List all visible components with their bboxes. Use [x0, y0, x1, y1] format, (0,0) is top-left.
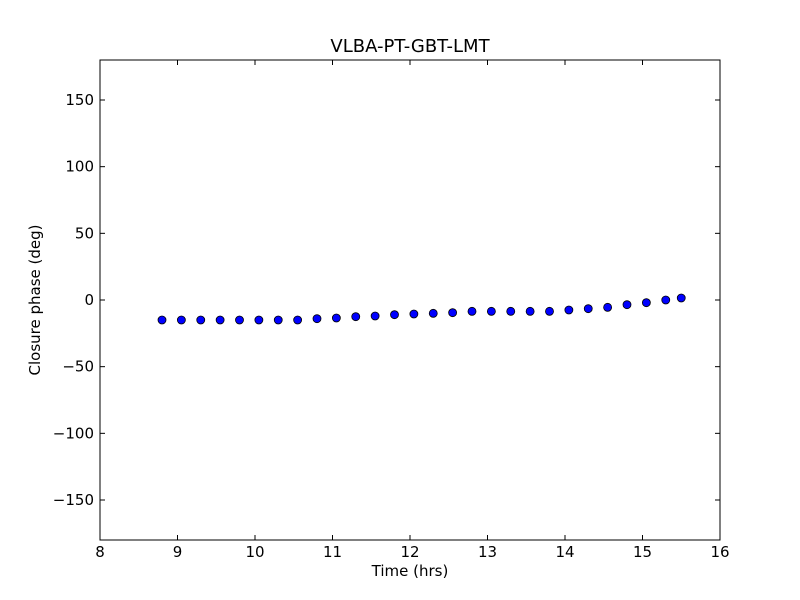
data-point — [293, 315, 303, 325]
y-tick-label: −100 — [53, 424, 94, 442]
data-point — [506, 306, 516, 316]
x-tick-label: 12 — [400, 543, 419, 561]
x-tick-label: 13 — [478, 543, 497, 561]
y-tick-label: 0 — [84, 291, 94, 309]
data-point — [196, 315, 206, 325]
data-point — [583, 304, 593, 314]
data-point — [545, 306, 554, 316]
data-point — [676, 293, 686, 303]
data-point — [235, 315, 244, 325]
data-point — [525, 306, 535, 316]
data-point — [448, 308, 458, 318]
data-point — [390, 310, 399, 320]
data-point — [370, 311, 380, 321]
x-axis-title: Time (hrs) — [371, 562, 449, 580]
data-point — [273, 315, 283, 325]
y-tick-label: −150 — [53, 491, 94, 509]
x-tick-label: 11 — [323, 543, 342, 561]
data-point — [603, 302, 613, 312]
y-tick-label: −50 — [62, 358, 94, 376]
data-point — [157, 315, 167, 325]
y-tick-label: 150 — [65, 91, 94, 109]
data-point — [622, 300, 632, 310]
x-tick-label: 10 — [245, 543, 264, 561]
plot-area: 8 9 10 11 12 13 14 15 16 150 100 50 0 −50 −100 −150 — [53, 59, 730, 561]
data-point — [661, 295, 671, 305]
data-point — [641, 298, 651, 308]
data-point — [486, 306, 496, 316]
chart-title: VLBA-PT-GBT-LMT — [330, 36, 490, 57]
plot-frame — [99, 59, 721, 541]
y-tick-label: 100 — [65, 158, 94, 176]
data-point — [215, 315, 225, 325]
y-tick-label: 50 — [75, 224, 94, 242]
data-point — [428, 308, 438, 318]
y-axis-title: Closure phase (deg) — [26, 225, 44, 376]
x-tick-label: 8 — [95, 543, 105, 561]
data-point — [351, 312, 361, 322]
x-tick-label: 9 — [173, 543, 183, 561]
data-point — [331, 313, 341, 323]
x-tick-label: 15 — [633, 543, 652, 561]
data-point — [564, 305, 574, 315]
x-tick-label: 14 — [555, 543, 574, 561]
x-tick-label: 16 — [710, 543, 729, 561]
data-point — [254, 315, 264, 325]
data-point — [312, 314, 322, 324]
data-point — [409, 309, 419, 319]
data-point — [467, 306, 477, 316]
data-point — [176, 315, 186, 325]
